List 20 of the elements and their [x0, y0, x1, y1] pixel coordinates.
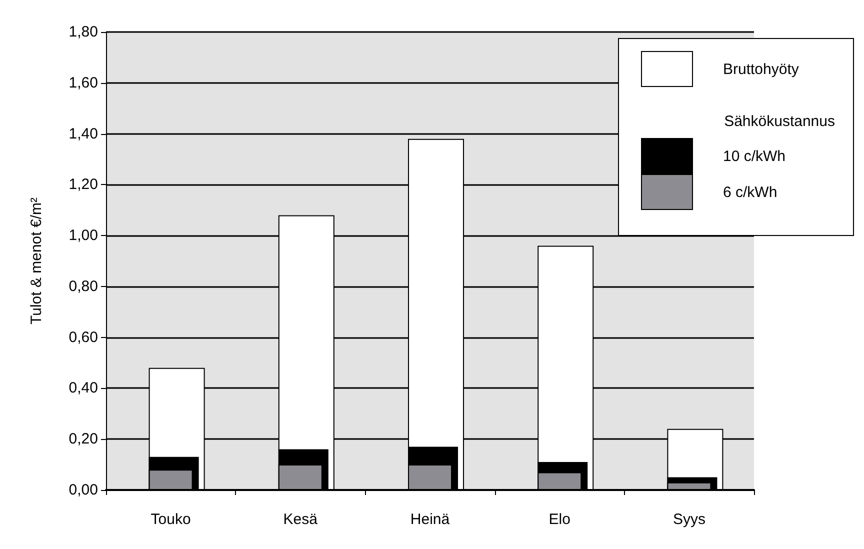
legend-title: Sähkökustannus: [723, 113, 835, 130]
x-tick-label: Heinä: [410, 511, 450, 528]
y-tick-label: 0,80: [68, 278, 98, 295]
x-tick-label: Touko: [150, 511, 191, 528]
y-tick-label: 0,20: [68, 430, 98, 448]
y-tick-label: 1,80: [68, 24, 98, 40]
x-tick-label: Syys: [672, 511, 706, 528]
legend-label: 6 c/kWh: [723, 184, 778, 200]
y-tick-label: 1,20: [68, 176, 98, 194]
y-tick-label: 1,40: [68, 125, 98, 142]
y-tick-label: 1,00: [68, 227, 98, 244]
y-tick-label: 0,60: [68, 328, 98, 346]
y-tick-label: 0,00: [68, 482, 98, 498]
y-tick-label: 1,60: [68, 74, 98, 92]
y-axis-title: Tulot & menot €/m²: [28, 198, 45, 324]
x-tick-label: Elo: [548, 511, 570, 528]
y-tick-label: 0,40: [68, 380, 98, 397]
legend-label: 10 c/kWh: [723, 148, 786, 164]
x-tick-label: Kesä: [283, 511, 318, 528]
legend-label: Bruttohyöty: [723, 60, 799, 78]
